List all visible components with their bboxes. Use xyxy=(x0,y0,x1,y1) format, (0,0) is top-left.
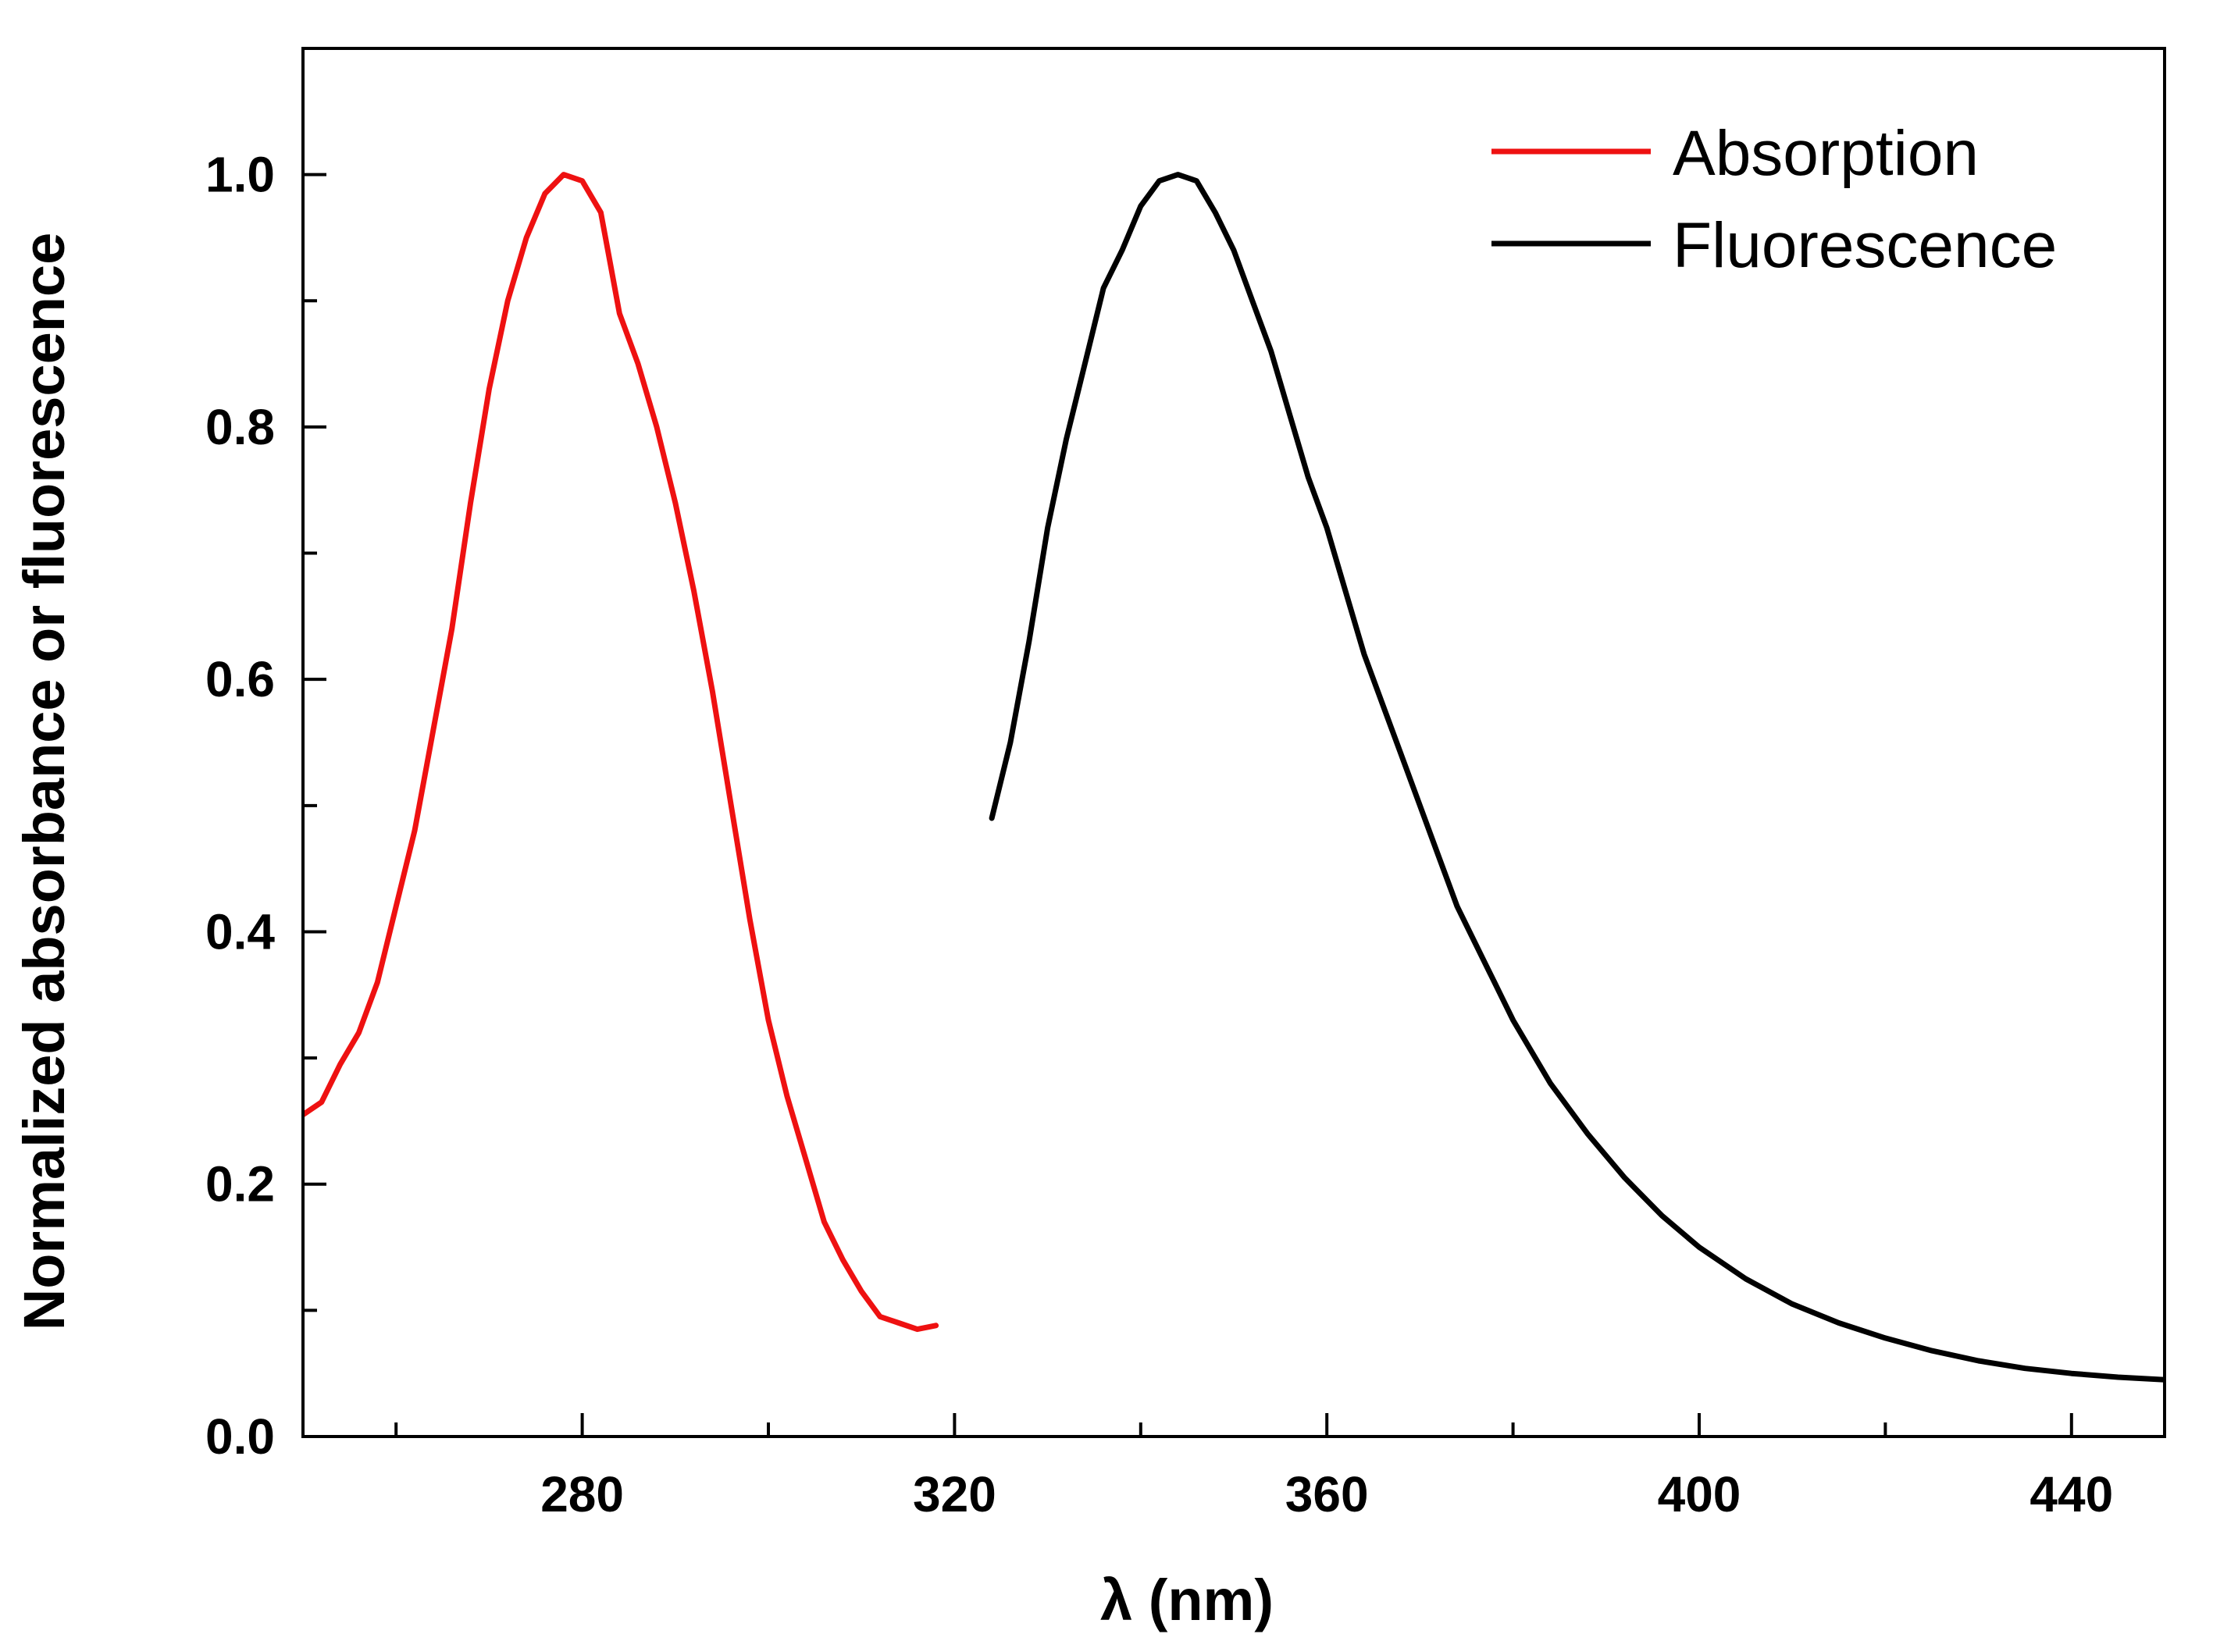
series-group xyxy=(303,172,2165,1383)
x-tick-label: 320 xyxy=(913,1466,996,1522)
x-axis-title: λ (nm) xyxy=(1100,1568,1274,1632)
legend-label-fluorescence: Fluorescence xyxy=(1673,210,2057,281)
x-tick-label: 440 xyxy=(2029,1466,2113,1522)
x-tick-label: 280 xyxy=(540,1466,624,1522)
y-axis-title: Normalized absorbance or fluorescence xyxy=(12,233,77,1330)
legend: Absorption Fluorescence xyxy=(1491,118,2057,281)
y-tick-label: 0.8 xyxy=(205,399,275,455)
y-tick-label: 0.2 xyxy=(205,1156,275,1212)
y-tick-label: 0.0 xyxy=(205,1408,275,1465)
axis-tick-labels: 280 320 360 400 440 0.0 0.2 0.4 0.6 0.8 1.0 xyxy=(205,147,2113,1522)
axis-ticks xyxy=(303,173,2073,1438)
x-tick-label: 400 xyxy=(1658,1466,1741,1522)
plot-frame xyxy=(301,47,2166,1438)
y-tick-label: 1.0 xyxy=(205,147,275,203)
x-tick-label: 360 xyxy=(1285,1466,1369,1522)
legend-label-absorption: Absorption xyxy=(1673,118,1979,189)
y-tick-label: 0.4 xyxy=(205,903,275,960)
y-tick-label: 0.6 xyxy=(205,651,275,707)
series-line-fluorescence xyxy=(989,172,2165,1383)
series-line-absorption xyxy=(303,172,939,1333)
